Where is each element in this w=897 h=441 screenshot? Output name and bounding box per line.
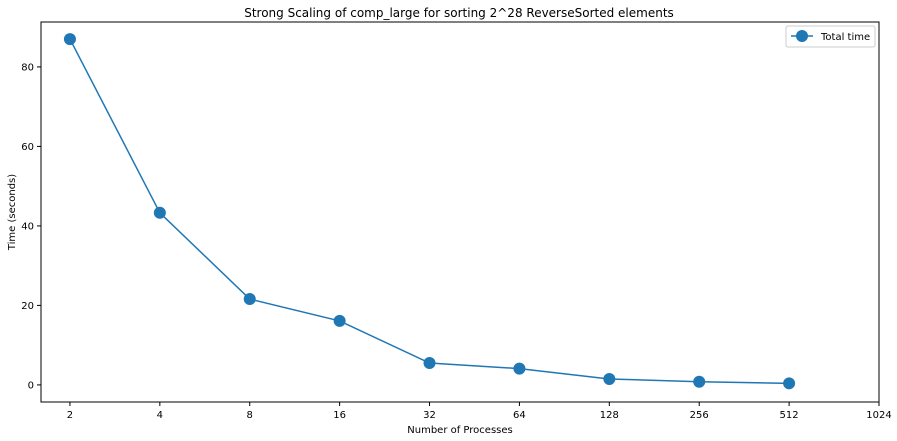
x-tick-label: 256 — [690, 410, 709, 421]
chart-title: Strong Scaling of comp_large for sorting… — [244, 6, 674, 20]
data-point — [63, 33, 76, 46]
x-tick-label: 1024 — [866, 410, 891, 421]
data-point — [243, 293, 256, 306]
y-tick-label: 40 — [21, 221, 34, 232]
x-tick-label: 2 — [67, 410, 73, 421]
y-axis-label: Time (seconds) — [7, 174, 18, 251]
y-axis-ticks: 0 20 40 60 80 — [21, 62, 41, 391]
x-tick-label: 32 — [423, 410, 436, 421]
y-tick-label: 0 — [28, 380, 34, 391]
plot-area — [40, 21, 880, 403]
x-axis-label: Number of Processes — [407, 425, 512, 436]
y-tick-label: 60 — [21, 142, 34, 153]
legend: Total time — [785, 25, 876, 48]
data-point — [333, 314, 346, 327]
legend-marker — [796, 30, 808, 42]
series-line-total-time — [69, 38, 790, 385]
x-tick-label: 4 — [157, 410, 163, 421]
data-point — [693, 375, 706, 388]
x-tick-label: 512 — [780, 410, 799, 421]
series-layer — [63, 33, 796, 390]
data-point — [423, 357, 436, 370]
x-tick-label: 8 — [247, 410, 253, 421]
x-tick-label: 128 — [600, 410, 619, 421]
data-point — [603, 372, 616, 385]
legend-label-total-time: Total time — [820, 32, 870, 43]
y-tick-label: 80 — [21, 62, 34, 73]
x-tick-label: 64 — [513, 410, 526, 421]
y-tick-label: 20 — [21, 301, 34, 312]
data-point — [153, 206, 166, 219]
data-point — [783, 377, 796, 390]
x-axis-ticks: 2 4 8 16 32 64 128 256 512 1024 — [67, 402, 892, 421]
x-tick-label: 16 — [333, 410, 346, 421]
data-point — [513, 362, 526, 375]
legend-box — [785, 25, 876, 48]
